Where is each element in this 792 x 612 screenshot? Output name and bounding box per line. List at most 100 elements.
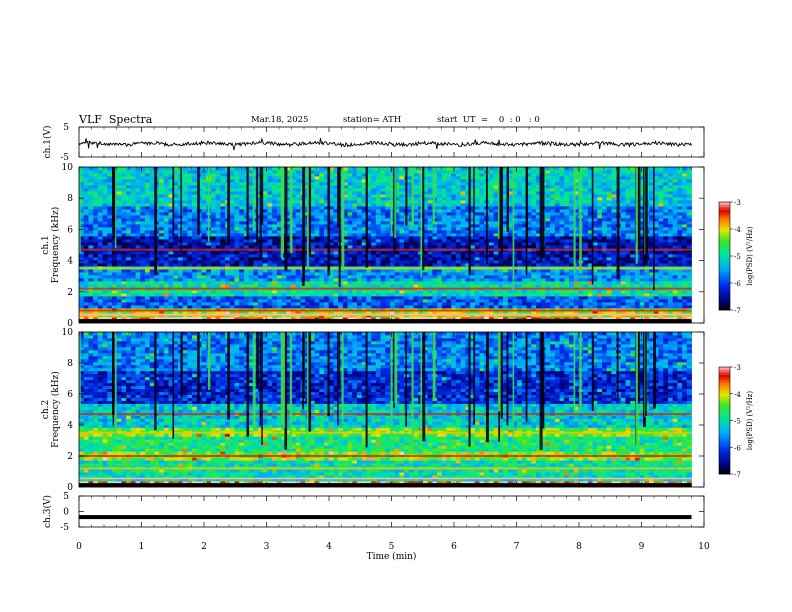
date-label: Mar.18, 2025	[251, 115, 309, 125]
colorbar-tick-label: -3	[734, 364, 741, 372]
colorbar-cell	[719, 439, 730, 443]
sferic-column	[541, 167, 545, 259]
x-tick-label: 4	[326, 542, 332, 552]
colorbar-cell	[719, 301, 730, 305]
colorbar-cell	[719, 212, 730, 216]
sferic-column	[365, 167, 368, 268]
colorbar-cell	[719, 423, 730, 427]
sferic-column	[432, 332, 436, 401]
sferic-column	[341, 332, 344, 425]
colorbar-cell	[719, 465, 730, 470]
x-tick-label: 6	[451, 542, 457, 552]
x-tick-label: 8	[576, 542, 582, 552]
sferic-column	[645, 332, 647, 417]
spectral-line	[79, 431, 692, 434]
colorbar-cell	[719, 452, 730, 456]
colorbar-cell	[719, 425, 730, 429]
colorbar-cell	[719, 242, 730, 246]
sferic-column	[500, 167, 504, 252]
colorbar-tick-label: -7	[734, 471, 741, 479]
y-tick-label: 6	[67, 225, 73, 235]
colorbar-tick-label: -7	[734, 307, 741, 315]
sferic-column	[172, 332, 175, 439]
colorbar-cell	[719, 234, 730, 238]
colorbar-cell	[719, 283, 730, 287]
sferic-column	[282, 167, 284, 254]
sferic-column	[154, 167, 158, 276]
low-freq-line	[79, 477, 692, 480]
colorbar-cell	[719, 385, 730, 389]
sferic-column	[284, 167, 288, 271]
sferic-column	[485, 332, 489, 443]
sferic-column	[337, 167, 340, 228]
colorbar-cell	[719, 471, 730, 475]
colorbar-cell	[719, 409, 730, 413]
sferic-column	[541, 332, 545, 429]
colorbar-cell	[719, 393, 730, 397]
colorbar-cell	[719, 415, 730, 419]
spectral-line	[79, 467, 692, 470]
colorbar-cell	[719, 463, 730, 467]
colorbar-cell	[719, 218, 730, 222]
sferic-column	[525, 332, 528, 422]
sferic-column	[500, 332, 503, 420]
low-freq-line	[79, 313, 692, 316]
colorbar-cell	[719, 296, 730, 300]
spectral-line	[79, 248, 692, 251]
colorbar-cell	[719, 455, 730, 459]
y-tick-label: 10	[62, 163, 74, 173]
x-tick-label: 1	[139, 542, 145, 552]
sferic-column	[341, 167, 345, 272]
y-tick-label: 0	[67, 483, 73, 493]
sferic-column	[180, 167, 182, 253]
colorbar-cell	[719, 269, 730, 273]
sferic-column	[473, 332, 476, 425]
x-tick-label: 2	[201, 542, 207, 552]
colorbar-cell	[719, 291, 730, 295]
sferic-column	[207, 167, 210, 242]
colorbar-cell	[719, 433, 730, 437]
colorbar-cell	[719, 460, 730, 464]
colorbar-cell	[719, 245, 730, 249]
sferic-column	[114, 167, 117, 249]
sferic-column	[256, 332, 259, 387]
x-tick-label: 0	[76, 542, 82, 552]
colorbar-cell	[719, 412, 730, 416]
spectral-line	[79, 314, 692, 317]
colorbar-cell	[719, 417, 730, 421]
sferic-column	[420, 167, 423, 279]
colorbar-cell	[719, 231, 730, 235]
sferic-column	[114, 332, 117, 437]
colorbars: -3 -4 -5 -6 -7 log(PSD) (V²/Hz) -3 -4 -5 -6 -7 log(…	[718, 199, 754, 479]
colorbar-label: log(PSD) (V²/Hz)	[746, 391, 754, 450]
colorbar-cell	[719, 428, 730, 432]
sferic-column	[307, 167, 309, 270]
colorbar-cell	[719, 229, 730, 233]
colorbar-cell	[719, 431, 730, 435]
colorbar-cell	[719, 367, 730, 371]
y-tick-label: -5	[60, 523, 69, 533]
colorbar-cell	[719, 277, 730, 281]
sferic-column	[539, 332, 543, 450]
sferic-column	[473, 167, 475, 237]
sferic-column	[280, 332, 283, 425]
y-tick-label: 8	[67, 194, 73, 204]
start-ut-label: start UT = 0 : 0 : 0	[437, 115, 540, 125]
sferic-column	[302, 332, 305, 410]
sferic-column	[390, 167, 393, 234]
y-axis-label: Frequency (kHz)	[50, 371, 61, 448]
colorbar-cell	[719, 253, 730, 257]
sferic-column	[422, 167, 425, 271]
sferic-column	[172, 167, 175, 237]
sferic-column	[497, 167, 500, 239]
colorbar-tick-label: -4	[734, 226, 741, 234]
sferic-column	[411, 332, 414, 451]
colorbar-tick-label: -6	[734, 444, 741, 452]
colorbar-cell	[719, 383, 730, 387]
colorbar-cell	[719, 247, 730, 251]
sferic-column	[252, 332, 256, 430]
sferic-column	[261, 332, 263, 445]
ch3-waveform	[79, 515, 692, 520]
sferic-column	[468, 332, 471, 447]
colorbar-cell	[719, 204, 730, 208]
